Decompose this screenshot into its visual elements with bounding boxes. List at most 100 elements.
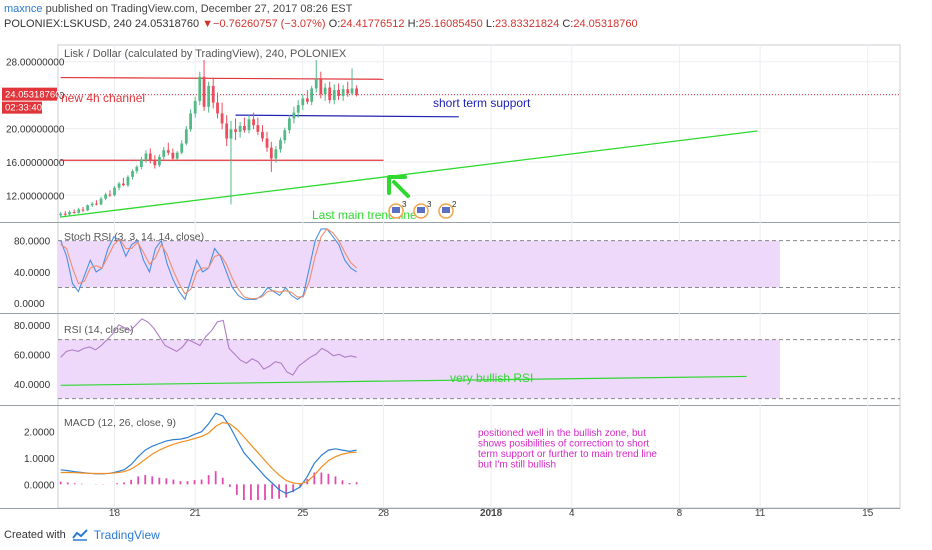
- candle-body: [121, 183, 125, 186]
- flag-canton-icon: [417, 207, 425, 213]
- candle-body: [81, 209, 85, 211]
- publish-info: maxnce published on TradingView.com, Dec…: [4, 3, 352, 15]
- macd-annotation-line: shows posibilities of correction to shor…: [478, 439, 649, 450]
- created-with-label: Created with: [4, 529, 66, 541]
- rsi-axis-label: 60.0000: [14, 350, 51, 361]
- annotation-short-term-support: short term support: [433, 96, 531, 110]
- rsi-trend-line: [60, 375, 747, 386]
- candle-body: [314, 79, 318, 89]
- candle-body: [184, 129, 188, 144]
- price-pane-title: Lisk / Dollar (calculated by TradingView…: [64, 48, 347, 60]
- candle-body: [319, 79, 323, 95]
- x-tick-label: 11: [755, 508, 766, 519]
- macd-annotation-line: but I'm still bullish: [478, 460, 556, 471]
- candle-body: [238, 125, 242, 132]
- trend-line: [60, 130, 758, 218]
- candle-body: [90, 203, 94, 206]
- author-link[interactable]: maxnce: [4, 3, 43, 15]
- candle-body: [229, 129, 233, 139]
- candle-body: [355, 88, 358, 95]
- candle-body: [162, 150, 166, 157]
- price-change: −0.76260757 (−3.07%): [213, 18, 326, 30]
- price-axis-label: 20.00000000: [6, 124, 65, 135]
- rsi-axis-label: 40.0000: [14, 380, 51, 391]
- candle-body: [234, 129, 237, 132]
- price-axis-label: 12.00000000: [6, 191, 65, 202]
- candle-body: [207, 85, 211, 107]
- macd-axis-label: 1.0000: [24, 454, 55, 465]
- event-count: 3: [427, 200, 432, 209]
- candle-body: [269, 147, 273, 159]
- candle-body: [279, 140, 282, 150]
- open-label: O:: [328, 18, 341, 30]
- candle-body: [341, 89, 345, 96]
- candle-body: [175, 152, 179, 159]
- candle-body: [99, 198, 103, 205]
- green-arrow-icon: [387, 175, 410, 198]
- candle-body: [261, 131, 264, 139]
- macd-axis-label: 2.0000: [24, 428, 55, 439]
- rsi-title: RSI (14, close): [64, 324, 133, 336]
- candle-body: [63, 213, 67, 215]
- support-line: [235, 114, 459, 118]
- candle-body: [72, 211, 76, 213]
- symbol-label: POLONIEX:LSKUSD, 240: [4, 18, 132, 30]
- candle-body: [346, 89, 350, 94]
- candle-body: [350, 88, 354, 94]
- macd-annotation-line: term support or further to main trend li…: [478, 449, 657, 460]
- candle-body: [126, 176, 130, 186]
- candle-body: [265, 138, 269, 148]
- candle-body: [287, 118, 291, 131]
- last-price-tag-text: 24.05318760: [5, 90, 60, 101]
- flag-canton-icon: [392, 207, 400, 213]
- countdown-tag: [2, 101, 42, 114]
- last-price: 24.05318760: [134, 18, 200, 30]
- candle-body: [180, 143, 184, 153]
- candle-body: [243, 125, 246, 131]
- candle-body: [131, 171, 134, 177]
- high-label: H:: [407, 18, 419, 30]
- candle-body: [328, 87, 332, 101]
- price-axis-label: 28.00000000: [6, 58, 65, 69]
- macd-title: MACD (12, 26, close, 9): [64, 417, 176, 429]
- x-tick-label: 8: [677, 508, 683, 519]
- stoch-d-line: [60, 228, 357, 300]
- candle-body: [211, 85, 215, 103]
- candle-body: [95, 203, 98, 205]
- macd-signal-line: [60, 421, 357, 485]
- candle-body: [171, 152, 175, 159]
- x-tick-label: 18: [109, 508, 121, 519]
- candle-body: [117, 183, 121, 188]
- candle-body: [59, 213, 63, 216]
- publish-date: published on TradingView.com, December 2…: [42, 3, 353, 15]
- event-count: 3: [402, 200, 407, 209]
- candle-body: [252, 119, 255, 126]
- candle-body: [274, 149, 278, 159]
- stoch-axis-label: 0.0000: [14, 299, 45, 310]
- event-count: 2: [452, 200, 457, 209]
- channel-top-line: [60, 76, 384, 80]
- close-value: 24.05318760: [573, 18, 638, 30]
- annotation-new-4h-channel: new 4h channel: [61, 91, 145, 105]
- stoch-axis-label: 80.0000: [14, 237, 51, 248]
- candle-body: [301, 98, 305, 106]
- price-axis-label: 16.00000000: [6, 158, 65, 169]
- candle-body: [305, 98, 309, 102]
- candle-body: [166, 150, 170, 153]
- candle-body: [198, 76, 202, 101]
- stoch-band-fill: [58, 240, 780, 288]
- candle-body: [189, 113, 193, 130]
- macd-axis-label: 0.0000: [24, 480, 55, 491]
- last-price-tag: [2, 87, 57, 101]
- candle-body: [86, 205, 89, 211]
- candle-body: [140, 159, 143, 167]
- x-tick-label: 28: [378, 508, 390, 519]
- candle-body: [193, 100, 197, 114]
- ohlc-bar: POLONIEX:LSKUSD, 240 24.05318760 ▼−0.762…: [4, 18, 638, 30]
- tradingview-brand[interactable]: TradingView: [93, 528, 160, 542]
- candle-body: [216, 102, 219, 114]
- candle-body: [135, 166, 139, 172]
- candle-body: [337, 90, 340, 96]
- stoch-axis-label: 40.0000: [14, 268, 51, 279]
